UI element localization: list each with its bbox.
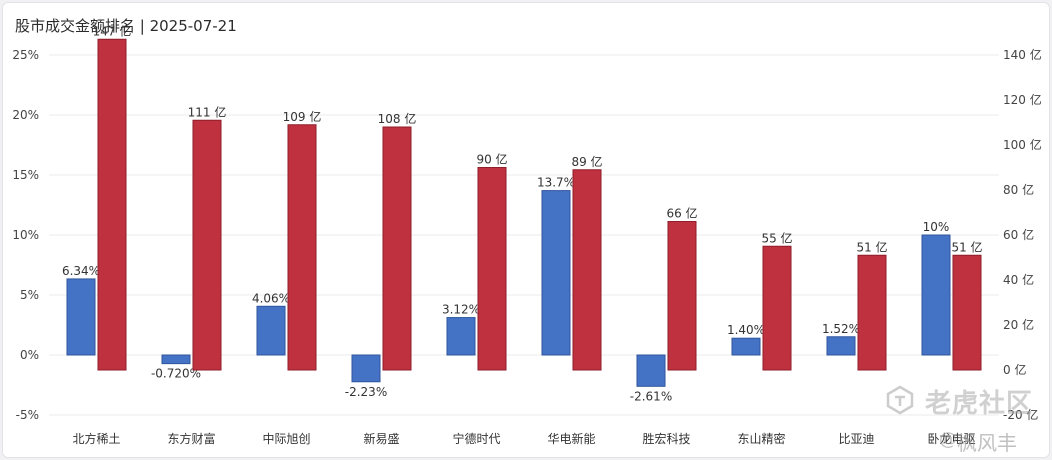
data-label-turnover: 108 亿 [378, 111, 417, 126]
data-label-change-pct: -2.23% [345, 385, 387, 399]
y-left-tick-label: 20% [12, 108, 39, 122]
data-label-change-pct: 1.52% [822, 322, 860, 336]
y-left-tick-label: 0% [20, 348, 39, 362]
y-left-tick-label: 10% [12, 228, 39, 242]
x-tick-label: 东山精密 [737, 431, 785, 446]
bar-turnover [477, 167, 507, 371]
x-tick-label: 宁德时代 [452, 431, 500, 446]
y-right-tick-label: 60 亿 [1003, 227, 1034, 242]
data-label-turnover: 90 亿 [476, 152, 507, 167]
data-label-turnover: 147 亿 [93, 23, 132, 38]
bar-change-pct [921, 234, 951, 356]
bar-turnover [192, 119, 222, 371]
data-label-change-pct: -0.720% [151, 367, 201, 381]
data-label-change-pct: 6.34% [62, 264, 100, 278]
bar-change-pct [161, 354, 191, 365]
y-right-tick-label: 0 亿 [1003, 362, 1026, 377]
bar-change-pct [351, 354, 381, 383]
bar-turnover [572, 169, 602, 371]
bar-change-pct [541, 190, 571, 356]
x-tick-label: 胜宏科技 [642, 431, 690, 446]
data-label-change-pct: 1.40% [727, 323, 765, 337]
y-left-tick-label: 25% [12, 48, 39, 62]
x-tick-label: 华电新能 [547, 431, 595, 446]
data-label-turnover: 51 亿 [951, 239, 982, 254]
data-label-turnover: 51 亿 [856, 239, 887, 254]
y-right-tick-label: 140 亿 [1003, 47, 1042, 62]
x-tick-label: 新易盛 [363, 431, 399, 446]
y-left-tick-label: -5% [16, 408, 39, 422]
data-label-change-pct: -2.61% [630, 389, 672, 403]
bar-change-pct [636, 354, 666, 387]
bar-turnover [857, 254, 887, 371]
bar-change-pct [731, 337, 761, 356]
data-label-change-pct: 4.06% [252, 291, 290, 305]
y-right-tick-label: 20 亿 [1003, 317, 1034, 332]
y-left-tick-label: 5% [20, 288, 39, 302]
y-right-tick-label: 100 亿 [1003, 137, 1042, 152]
y-right-tick-label: 120 亿 [1003, 92, 1042, 107]
y-left-tick-label: 15% [12, 168, 39, 182]
bar-turnover [762, 245, 792, 371]
data-label-turnover: 55 亿 [761, 230, 792, 245]
data-label-change-pct: 3.12% [442, 303, 480, 317]
data-label-turnover: 111 亿 [188, 104, 227, 119]
bar-turnover [382, 126, 412, 371]
data-label-turnover: 89 亿 [571, 154, 602, 169]
y-right-tick-label: 40 亿 [1003, 272, 1034, 287]
data-label-change-pct: 10% [923, 220, 950, 234]
y-right-tick-label: 80 亿 [1003, 182, 1034, 197]
bar-turnover [97, 38, 127, 371]
chart-title: 股市成交金额排名 | 2025-07-21 [15, 17, 237, 35]
x-tick-label: 东方财富 [167, 431, 215, 446]
bar-turnover [287, 124, 317, 371]
data-label-turnover: 66 亿 [666, 206, 697, 221]
x-tick-label: 中际旭创 [262, 431, 310, 446]
bar-chart: -5% 0% 5% 10% 15% 20% 25% -20 亿 0 亿 20 亿 40 亿 60 亿 8… [12, 23, 1042, 446]
bar-change-pct [256, 305, 286, 356]
bar-turnover [667, 221, 697, 371]
data-label-turnover: 109 亿 [283, 109, 322, 124]
data-label-change-pct: 13.7% [537, 176, 575, 190]
y-right-tick-label: -20 亿 [1003, 407, 1038, 422]
bar-turnover [952, 254, 982, 371]
bar-change-pct [826, 336, 856, 356]
bar-change-pct [66, 278, 96, 356]
x-tick-label: 比亚迪 [838, 432, 874, 446]
bar-change-pct [446, 317, 476, 356]
x-tick-label: 卧龙电驱 [927, 432, 975, 446]
x-tick-label: 北方稀土 [72, 431, 120, 446]
